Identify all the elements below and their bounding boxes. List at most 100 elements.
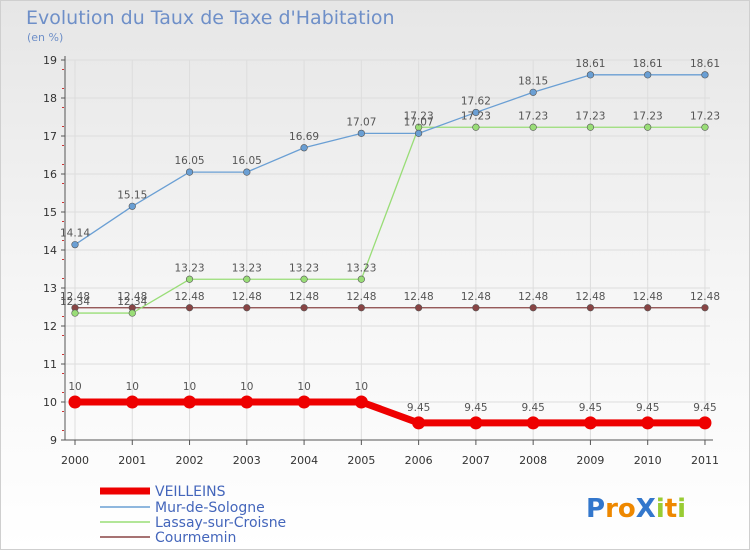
x-tick-label: 2007 — [462, 454, 490, 467]
data-label: 17.23 — [690, 110, 720, 122]
x-tick-label: 2010 — [634, 454, 662, 467]
legend-label: Lassay-sur-Croisne — [155, 515, 286, 531]
data-point — [300, 304, 308, 312]
proxiti-logo: ProXiti — [586, 494, 686, 524]
data-point — [243, 275, 251, 283]
chart-title: Evolution du Taux de Taxe d'Habitation — [26, 7, 395, 29]
x-tick-label: 2001 — [118, 454, 146, 467]
logo-letter: i — [656, 494, 665, 524]
data-label: 12.48 — [289, 291, 319, 303]
y-tick-label: 15 — [43, 206, 57, 219]
data-point — [185, 275, 194, 283]
x-tick-label: 2004 — [290, 454, 318, 467]
data-point — [583, 416, 597, 430]
x-tick-label: 2005 — [347, 454, 375, 467]
y-tick-label: 11 — [43, 358, 57, 371]
data-point — [240, 395, 254, 409]
x-tick-label: 2000 — [61, 454, 89, 467]
legend-label: Courmemin — [155, 530, 236, 546]
data-label: 9.45 — [464, 402, 487, 414]
data-label: 12.48 — [346, 291, 376, 303]
data-label: 18.61 — [690, 58, 720, 70]
data-label: 12.48 — [518, 291, 548, 303]
data-point — [701, 71, 709, 79]
data-label: 13.23 — [289, 262, 319, 274]
data-label: 9.45 — [693, 402, 716, 414]
data-label: 10 — [297, 381, 310, 393]
data-label: 13.23 — [346, 262, 376, 274]
data-label: 17.23 — [461, 110, 491, 122]
data-label: 13.23 — [232, 262, 262, 274]
y-tick-label: 17 — [43, 130, 57, 143]
data-label: 12.48 — [60, 291, 90, 303]
data-label: 12.48 — [633, 291, 663, 303]
data-label: 13.23 — [175, 262, 205, 274]
data-point — [297, 395, 311, 409]
logo-letter: r — [605, 494, 618, 524]
data-point — [472, 123, 480, 131]
data-label: 12.34 — [60, 296, 90, 308]
data-label: 17.23 — [404, 110, 434, 122]
series-layer — [68, 71, 712, 430]
data-label: 10 — [68, 381, 81, 393]
logo-letter: X — [636, 494, 656, 524]
data-point — [357, 129, 365, 137]
axes: 9 10 11 12 13 14 15 16 17 18 19 2000 2001 2002 2003 200… — [43, 54, 719, 467]
y-tick-label: 12 — [43, 320, 57, 333]
data-point — [128, 309, 136, 317]
data-label: 12.48 — [690, 291, 720, 303]
data-point — [586, 304, 595, 312]
data-point — [128, 202, 136, 210]
data-label: 12.48 — [232, 291, 262, 303]
data-label: 12.48 — [117, 291, 147, 303]
data-point — [698, 416, 712, 430]
data-point — [412, 416, 426, 430]
data-point — [644, 123, 652, 131]
series-line-2 — [75, 126, 705, 314]
data-label: 17.23 — [518, 110, 548, 122]
data-point — [300, 144, 308, 152]
data-point — [701, 304, 709, 312]
data-label: 17.07 — [404, 116, 434, 128]
y-tick-label: 13 — [43, 282, 57, 295]
data-label: 10 — [355, 381, 368, 393]
data-label: 12.48 — [575, 291, 605, 303]
data-label: 12.34 — [117, 296, 147, 308]
data-label: 10 — [183, 381, 196, 393]
data-label: 17.07 — [346, 116, 376, 128]
data-label: 9.45 — [407, 402, 430, 414]
x-tick-label: 2011 — [691, 454, 719, 467]
data-point — [71, 309, 79, 317]
y-tick-label: 10 — [43, 396, 57, 409]
data-label: 16.05 — [232, 155, 262, 167]
data-label: 14.14 — [60, 228, 90, 240]
data-label: 12.48 — [461, 291, 491, 303]
data-point — [586, 123, 595, 131]
x-tick-label: 2009 — [576, 454, 604, 467]
data-point — [300, 275, 308, 283]
data-point — [415, 304, 423, 312]
data-point — [469, 416, 483, 430]
legend-label: Mur-de-Sologne — [155, 500, 265, 516]
data-labels: 10 10 10 10 10 10 9.45 9.45 9.45 9.45 9.45 9.45 14.1… — [60, 58, 720, 414]
data-label: 17.23 — [633, 110, 663, 122]
series-line-1 — [74, 74, 705, 246]
data-point — [529, 88, 537, 96]
data-point — [529, 304, 537, 312]
data-label: 18.61 — [633, 58, 663, 70]
data-point — [701, 123, 709, 131]
data-point — [641, 416, 655, 430]
data-label: 9.45 — [579, 402, 602, 414]
data-point — [644, 71, 652, 79]
data-point — [357, 304, 365, 312]
data-point — [185, 168, 194, 176]
series-line-0 — [75, 398, 705, 427]
data-point — [243, 168, 251, 176]
data-label: 15.15 — [117, 189, 147, 201]
y-tick-label: 14 — [43, 244, 57, 257]
logo-letter: o — [618, 494, 636, 524]
x-tick-label: 2002 — [176, 454, 204, 467]
